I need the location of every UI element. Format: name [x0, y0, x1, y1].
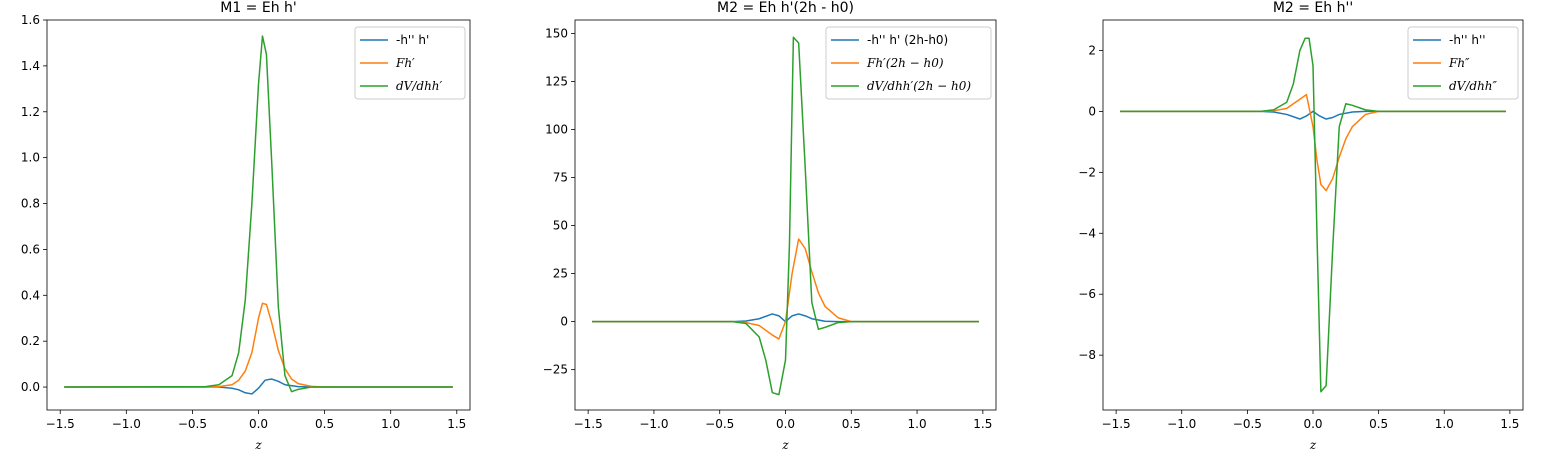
- x-axis-label: z: [1309, 438, 1317, 450]
- x-tick-label: 1.0: [381, 417, 400, 431]
- legend-box: [1407, 26, 1519, 100]
- x-tick-label: 0.0: [249, 417, 268, 431]
- legend: -h'' h' Fh′ dV/dhh′: [354, 26, 466, 100]
- y-tick-label: 0.4: [21, 288, 40, 302]
- series-line-3: [1120, 37, 1506, 393]
- x-tick-label: −1.0: [1167, 417, 1196, 431]
- chart-panel-2: M2 = Eh h'(2h - h0) −1.5 −1.0 −0.5 0.0 0.5 1.0…: [543, 0, 997, 450]
- series-line-2: [592, 238, 979, 340]
- legend-entry-2: Fh′: [395, 56, 415, 70]
- x-tick-label: −1.5: [1102, 417, 1131, 431]
- series-line-2: [1120, 93, 1506, 192]
- x-tick-label: 1.5: [973, 417, 992, 431]
- y-tick-label: 1.0: [21, 151, 40, 165]
- legend-entry-3: dV/dhh′(2h − h0): [867, 79, 971, 93]
- y-tick-label: 150: [545, 26, 568, 40]
- x-tick-label: −1.5: [46, 417, 75, 431]
- chart-panel-1: M1 = Eh h' −1.5 −1.0 −0.5 0.0 0.5 1.0 1.5 0.0 0.2…: [21, 0, 471, 450]
- y-tick-label: 1.2: [21, 105, 40, 119]
- x-tick-label: −0.5: [1233, 417, 1262, 431]
- legend-entry-1: -h'' h': [396, 33, 429, 47]
- y-tick-label: 0.0: [21, 380, 40, 394]
- y-tick-label: 125: [545, 74, 568, 88]
- series-line-1: [1120, 110, 1506, 120]
- legend: -h'' h' (2h-h0) Fh′(2h − h0) dV/dhh′(2h − …: [825, 26, 992, 100]
- chart-title: M2 = Eh h'': [1273, 0, 1353, 16]
- series-line-3: [64, 35, 453, 393]
- y-tick-label: −8: [1078, 348, 1096, 362]
- x-tick-label: 0.0: [1303, 417, 1322, 431]
- y-tick-label: 0.2: [21, 334, 40, 348]
- y-tick-label: 100: [545, 123, 568, 137]
- y-tick-label: −25: [543, 363, 568, 377]
- y-tick-label: 0: [1088, 104, 1096, 118]
- chart-panel-3: M2 = Eh h'' −1.5 −1.0 −0.5 0.0 0.5 1.0 1.5 −8 −6 −…: [1078, 0, 1524, 450]
- y-tick-label: 1.6: [21, 13, 40, 27]
- y-tick-label: 50: [553, 219, 568, 233]
- legend-box: [825, 26, 992, 100]
- y-tick-label: 25: [553, 267, 568, 281]
- x-tick-label: 1.0: [1435, 417, 1454, 431]
- x-tick-label: −1.0: [639, 417, 668, 431]
- legend-entry-2: Fh″: [1448, 56, 1470, 70]
- legend-entry-1: -h'' h'': [1449, 33, 1486, 47]
- series-line-1: [64, 378, 453, 395]
- x-tick-label: −0.5: [178, 417, 207, 431]
- series-line-2: [64, 302, 453, 388]
- chart-title: M2 = Eh h'(2h - h0): [717, 0, 854, 16]
- x-tick-label: 0.5: [1369, 417, 1388, 431]
- y-tick-label: −2: [1078, 165, 1096, 179]
- legend-entry-3: dV/dhh′: [396, 79, 443, 93]
- y-tick-label: 2: [1088, 43, 1096, 57]
- legend-box: [354, 26, 466, 100]
- chart-title: M1 = Eh h': [220, 0, 297, 16]
- y-tick-label: 0.8: [21, 197, 40, 211]
- x-axis-label: z: [254, 438, 262, 450]
- x-tick-label: 1.5: [447, 417, 466, 431]
- legend-entry-1: -h'' h' (2h-h0): [867, 33, 948, 47]
- series-line-1: [592, 313, 979, 323]
- y-tick-label: 0.6: [21, 242, 40, 256]
- legend-entry-2: Fh′(2h − h0): [866, 56, 944, 70]
- series-line-3: [592, 36, 979, 396]
- y-tick-label: −6: [1078, 287, 1096, 301]
- legend: -h'' h'' Fh″ dV/dhh″: [1407, 26, 1519, 100]
- legend-entry-3: dV/dhh″: [1449, 79, 1498, 93]
- x-axis-label: z: [781, 438, 789, 450]
- y-tick-label: −4: [1078, 226, 1096, 240]
- x-tick-label: 0.0: [776, 417, 795, 431]
- x-tick-label: 1.5: [1500, 417, 1519, 431]
- x-tick-label: −1.5: [574, 417, 603, 431]
- x-tick-label: −0.5: [705, 417, 734, 431]
- y-tick-label: 75: [553, 171, 568, 185]
- x-tick-label: 1.0: [908, 417, 927, 431]
- x-tick-label: 0.5: [842, 417, 861, 431]
- y-tick-label: 1.4: [21, 59, 40, 73]
- x-tick-label: 0.5: [315, 417, 334, 431]
- x-tick-label: −1.0: [112, 417, 141, 431]
- y-tick-label: 0: [560, 315, 568, 329]
